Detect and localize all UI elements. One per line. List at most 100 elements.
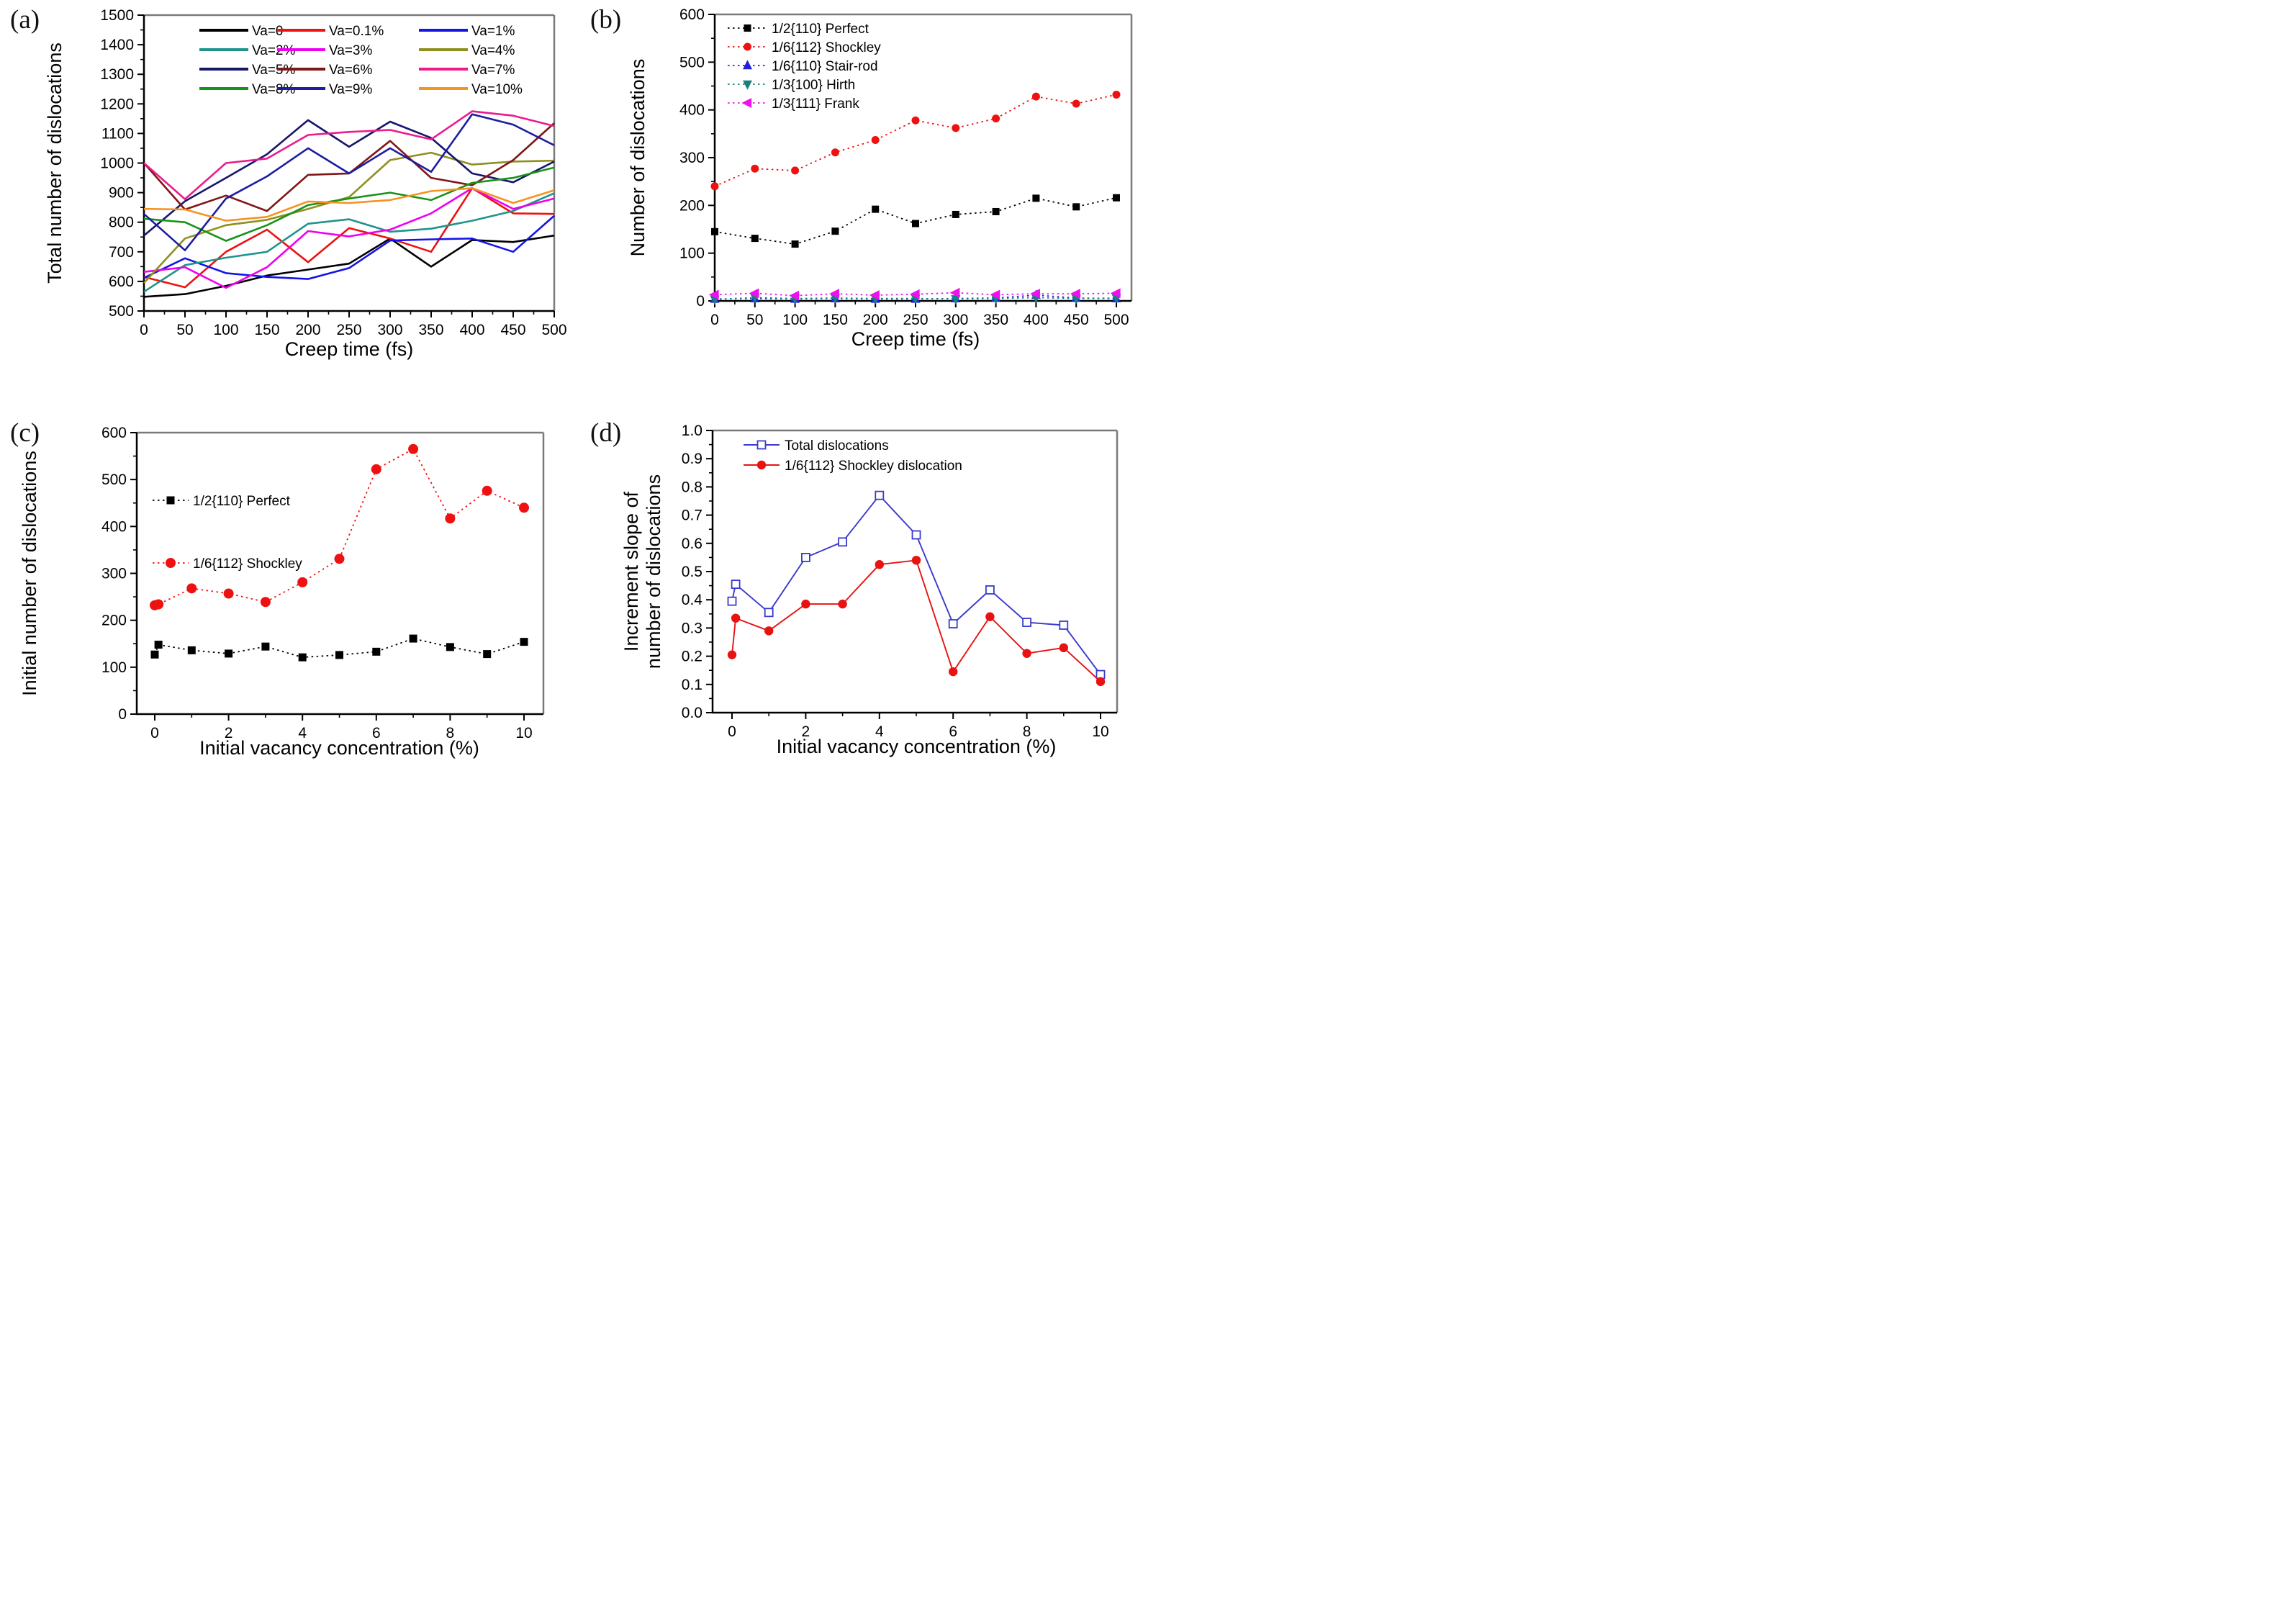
legend-label: Va=8% bbox=[252, 82, 295, 97]
y-tick-label: 500 bbox=[679, 54, 705, 71]
legend: Total dislocations 1/6{112} Shockley disl… bbox=[744, 438, 962, 474]
x-tick-label: 0 bbox=[140, 322, 148, 338]
x-tick-label: 450 bbox=[1064, 312, 1089, 328]
series-Va=4% bbox=[143, 151, 555, 284]
x-tick-label: 500 bbox=[1103, 312, 1129, 328]
x-axis: 0 50 100 150 200 250 300 350 400 450 500 bbox=[710, 301, 1129, 328]
data-point-marker bbox=[789, 290, 800, 301]
y-tick-label: 1200 bbox=[100, 96, 134, 112]
series-line bbox=[143, 110, 555, 200]
legend-item-1/6{110} Stair-rod: 1/6{110} Stair-rod bbox=[728, 59, 878, 74]
data-point-marker bbox=[838, 599, 847, 609]
legend-item-Va=9%: Va=9% bbox=[277, 82, 372, 97]
data-point-marker bbox=[764, 608, 774, 618]
y-tick-label: 1100 bbox=[101, 125, 134, 142]
y-tick-label: 900 bbox=[109, 185, 134, 202]
series-1/6{112} Shockley bbox=[710, 90, 1121, 191]
series-1/3{111} Frank bbox=[708, 287, 1121, 301]
chart-d-increment-slope-vs-vacancy: 0 2 4 6 8 10 0.0 0.1 0.2 0.3 0.4 0.5 0.6 0.7 0.8 0.9 1.0… bbox=[620, 423, 1119, 757]
legend-item-1/6{112} Shockley: 1/6{112} Shockley bbox=[728, 40, 881, 55]
y-tick-label: 0.3 bbox=[682, 620, 702, 636]
y-tick-label: 1500 bbox=[100, 7, 134, 24]
data-point-marker bbox=[871, 135, 880, 144]
y-tick-label: 600 bbox=[101, 425, 127, 441]
y-tick-label: 100 bbox=[679, 245, 705, 262]
series-Va=0 bbox=[143, 234, 555, 298]
legend-label: Va=6% bbox=[329, 63, 372, 78]
x-axis: 0 2 4 6 8 10 bbox=[150, 714, 533, 741]
data-point-marker bbox=[483, 650, 492, 659]
legend-label: Va=9% bbox=[329, 82, 372, 97]
y-tick-label: 200 bbox=[101, 613, 127, 629]
x-tick-label: 200 bbox=[863, 312, 888, 328]
data-point-marker bbox=[952, 124, 960, 132]
series-Va=1% bbox=[143, 215, 555, 280]
data-point-marker bbox=[372, 647, 381, 656]
data-point-marker bbox=[727, 650, 737, 659]
x-tick-label: 2 bbox=[225, 725, 233, 741]
data-point-marker bbox=[519, 502, 529, 513]
x-tick-label: 500 bbox=[541, 322, 566, 338]
data-point-marker bbox=[985, 612, 995, 621]
series-line bbox=[143, 215, 555, 280]
data-point-marker bbox=[838, 537, 848, 547]
x-tick-label: 8 bbox=[446, 725, 455, 741]
data-point-marker bbox=[1032, 194, 1040, 202]
legend-item-Va=6%: Va=6% bbox=[277, 63, 372, 78]
plot-frame bbox=[713, 13, 1133, 302]
x-tick-label: 200 bbox=[295, 322, 320, 338]
data-point-marker bbox=[949, 287, 960, 298]
chart-b-dislocation-types-vs-creep-time: 0 50 100 150 200 250 300 350 400 450 500 0 100 200 300… bbox=[627, 6, 1133, 350]
data-point-marker bbox=[764, 626, 774, 636]
legend-marker bbox=[741, 98, 752, 108]
legend-item-1/2{110} Perfect: 1/2{110} Perfect bbox=[153, 494, 291, 509]
y-tick-label: 0.4 bbox=[682, 592, 703, 608]
panel-label-c: (c) bbox=[10, 418, 40, 448]
data-point-marker bbox=[990, 289, 1000, 300]
data-point-marker bbox=[711, 227, 718, 235]
x-axis-title: Initial vacancy concentration (%) bbox=[777, 736, 1057, 757]
y-tick-label: 1300 bbox=[100, 66, 134, 83]
data-point-marker bbox=[727, 596, 737, 606]
legend-label: Va=10% bbox=[471, 82, 523, 97]
y-tick-label: 0.7 bbox=[682, 508, 702, 524]
y-tick-label: 400 bbox=[101, 518, 127, 535]
data-point-marker bbox=[951, 295, 961, 305]
x-axis-title: Creep time (fs) bbox=[285, 338, 414, 360]
data-point-marker bbox=[1072, 203, 1080, 211]
y-axis-title: number of dislocations bbox=[643, 474, 664, 669]
series-line bbox=[143, 234, 555, 298]
legend-label: 1/3{111} Frank bbox=[772, 96, 859, 112]
x-tick-label: 6 bbox=[949, 723, 957, 740]
data-point-marker bbox=[1059, 621, 1069, 630]
legend-item-1/3{100} Hirth: 1/3{100} Hirth bbox=[728, 78, 855, 93]
series-line bbox=[143, 187, 555, 289]
series-Va=2% bbox=[143, 192, 555, 293]
legend-label: Va=5% bbox=[252, 63, 295, 78]
data-point-marker bbox=[710, 182, 719, 191]
y-axis: 0 100 200 300 400 500 600 bbox=[101, 425, 137, 723]
legend-item-Va=10%: Va=10% bbox=[419, 82, 523, 97]
panel-d: (d) 0 2 4 6 8 10 0.0 0.1 0.2 0.3 0.4 0.5 0.6 0.7 0.8 0.… bbox=[572, 406, 1143, 812]
legend-item-Va=0: Va=0 bbox=[199, 24, 284, 39]
y-axis-title: Total number of dislocations bbox=[44, 42, 65, 284]
legend-item-Va=0.1%: Va=0.1% bbox=[277, 24, 384, 39]
series-Va=8% bbox=[143, 166, 555, 242]
data-point-marker bbox=[153, 599, 164, 610]
panel-label-a: (a) bbox=[10, 5, 40, 35]
legend-item-Va=5%: Va=5% bbox=[199, 63, 295, 78]
legend-label: Va=0 bbox=[252, 24, 284, 39]
x-axis-title: Initial vacancy concentration (%) bbox=[199, 737, 479, 759]
panel-label-b: (b) bbox=[590, 5, 622, 35]
series-line bbox=[714, 292, 1117, 297]
chart-a-total-dislocations-vs-creep-time: 0 50 100 150 200 250 300 350 400 450 500 500 600 700 8… bbox=[44, 7, 567, 360]
legend-label: 1/6{112} Shockley dislocation bbox=[785, 459, 962, 474]
data-point-marker bbox=[911, 116, 920, 125]
data-point-marker bbox=[949, 667, 958, 677]
legend: 1/2{110} Perfect 1/6{112} Shockley 1/6{110… bbox=[728, 22, 881, 112]
y-tick-label: 700 bbox=[109, 244, 134, 261]
data-point-marker bbox=[1113, 194, 1120, 202]
data-point-marker bbox=[446, 643, 454, 651]
y-tick-label: 0 bbox=[118, 706, 127, 723]
x-tick-label: 0 bbox=[150, 725, 159, 741]
